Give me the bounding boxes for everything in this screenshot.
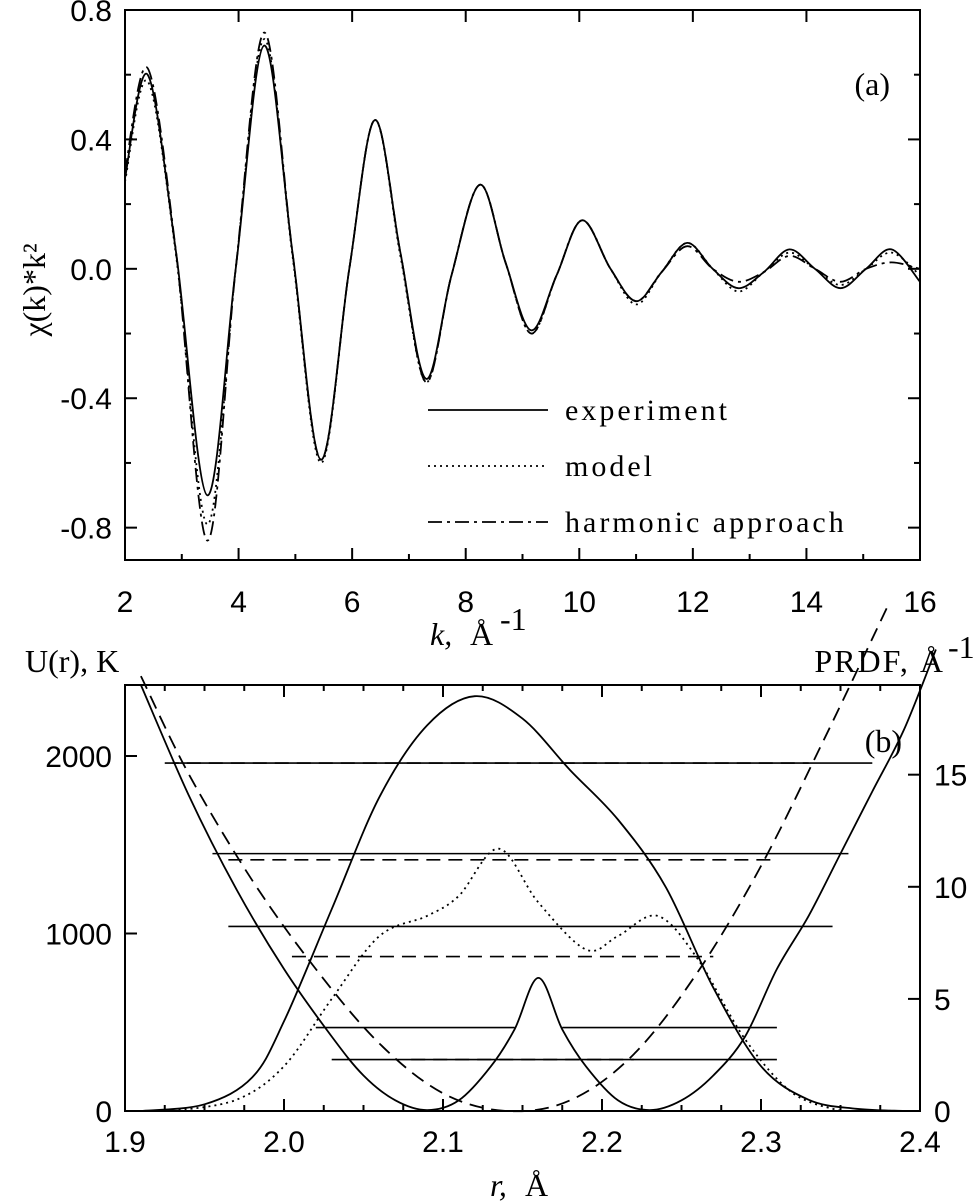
panel-a-xtick-label: 4 (230, 586, 247, 619)
panel-a-ytick-label: 0.8 (70, 0, 112, 28)
panel-b-xlabel: r, Å (490, 1167, 548, 1203)
panel-b-xtick-label: 2.3 (740, 1126, 782, 1159)
legend-label-model: model (565, 450, 655, 483)
panel-b-curve-left-solid (140, 649, 937, 1112)
panel-a-curves (124, 31, 921, 542)
panel-a-xlabel-exp: -1 (500, 601, 527, 637)
panel-b-curve-left-dashed (140, 604, 890, 1113)
panel-b-curves (140, 604, 937, 1113)
panel-b-ylabel-left: U(r), K (25, 643, 119, 679)
panel-a-ytick-label: -0.4 (60, 383, 112, 416)
panel-a-xtick-label: 12 (676, 586, 709, 619)
panel-b-ytick-left-label: 0 (95, 1096, 112, 1129)
panel-a-xlabel-var: k, (430, 616, 452, 652)
panel-a-ytick-label: 0.0 (70, 254, 112, 287)
panel-a-ylabel: χ(k)*k² (16, 243, 52, 337)
panel-b-ytick-left-label: 2000 (45, 741, 112, 774)
panel-b-ytick-right-label: 15 (934, 760, 967, 793)
panel-a-xtick-label: 14 (790, 586, 823, 619)
panel-b-xlabel-unit: Å (525, 1167, 548, 1203)
panel-b-ytick-right-label: 0 (934, 1096, 951, 1129)
panel-b-curve-right-dotted (172, 847, 841, 1112)
panel-b-ylabel-right-text: PRDF, Å (814, 643, 945, 679)
panel-a-ytick-label: -0.8 (60, 513, 112, 546)
panel-a-xtick-label: 2 (117, 586, 134, 619)
panel-b-xtick-label: 2.4 (899, 1126, 941, 1159)
legend-label-experiment: experiment (565, 394, 730, 427)
legend-label-harmonic: harmonic approach (565, 506, 847, 539)
panel-a-xlabel-unit: Å (470, 616, 493, 652)
panel-a-xlabel: k, Å -1 (430, 601, 527, 652)
panel-b-ytick-right-label: 10 (934, 872, 967, 905)
panel-b-xtick-label: 2.0 (263, 1126, 305, 1159)
panel-b-xtick-label: 1.9 (104, 1126, 146, 1159)
panel-b-frame (124, 684, 921, 1112)
panel-a-ytick-label: 0.4 (70, 124, 112, 157)
panel-b-curve-right-solid (140, 695, 905, 1112)
panel-b-xlabel-var: r, (490, 1167, 507, 1203)
panel-b-ytick-right-label: 5 (934, 984, 951, 1017)
panel-a-xtick-label: 8 (457, 586, 474, 619)
legend: experiment model harmonic approach (428, 394, 847, 539)
panel-b-xtick-label: 2.1 (422, 1126, 464, 1159)
panel-b-tag: (b) (865, 723, 902, 759)
panel-a: 2 4 6 8 10 12 14 16 0.8 0.4 0.0 -0.4 -0.8 (a) experi… (16, 0, 937, 652)
panel-a-frame (124, 9, 921, 561)
panel-a-xtick-label: 10 (563, 586, 596, 619)
panel-a-tag: (a) (854, 66, 890, 102)
series-line-experiment (124, 44, 921, 497)
panel-b-ytick-left-label: 1000 (45, 919, 112, 952)
panel-a-xtick-label: 16 (903, 586, 936, 619)
panel-b-ylabel-right-exp: -1 (948, 629, 975, 665)
panel-a-xtick-label: 6 (344, 586, 361, 619)
series-line-harmonic-approach (124, 31, 921, 542)
panel-b-ylabel-right: PRDF, Å -1 (814, 629, 974, 679)
panel-a-ticks: 2 4 6 8 10 12 14 16 0.8 0.4 0.0 -0.4 -0.8 (60, 0, 936, 619)
panel-b-xtick-label: 2.2 (581, 1126, 623, 1159)
series-line-model (124, 38, 921, 526)
